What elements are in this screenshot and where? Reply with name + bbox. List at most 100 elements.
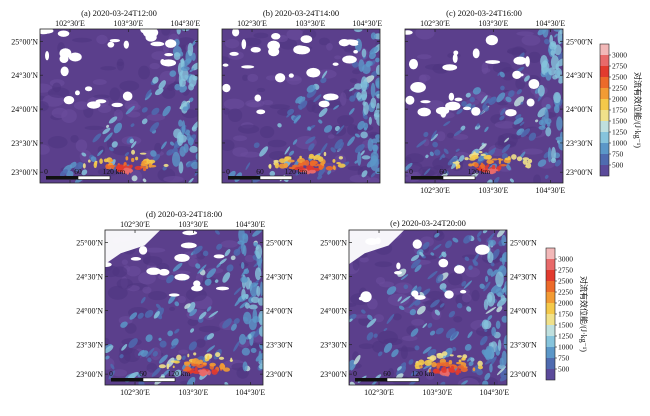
lon-tick-top-label: 103°30′E	[114, 19, 144, 28]
colorbar-swatch	[546, 259, 555, 270]
lon-tick-bottom-label: 104°30′E	[479, 388, 509, 397]
colorbar-swatch	[546, 248, 555, 259]
colorbar-top: 3000 2750 2500 2250 2000 1750 1500 1250 1000 750 5…	[599, 43, 643, 177]
colorbar-swatch	[600, 132, 609, 143]
colorbar-tick-label: 750	[612, 150, 624, 159]
lat-tick-left-label: 25°00′N	[76, 238, 103, 247]
lat-tick-right-label: 25°00′N	[266, 238, 293, 247]
colorbar-bottom: 3000 2750 2500 2250 2000 1750 1500 1250 1000 750 5…	[545, 247, 589, 381]
lat-tick-left-label: 24°30′N	[76, 273, 103, 282]
colorbar-swatch	[546, 358, 555, 369]
lon-tick-bottom-label: 103°30′E	[479, 186, 509, 195]
colorbar-tick-label: 1250	[558, 332, 573, 341]
colorbar-swatch	[546, 281, 555, 292]
scale-bar: 0 60 120 km	[109, 369, 191, 382]
colorbar-tick-label: 3000	[558, 255, 573, 264]
panel-title: (e) 2020-03-24T20:00	[390, 218, 466, 228]
lat-tick-left-label: 23°30′N	[320, 341, 347, 350]
colorbar-tick-label: 1000	[612, 139, 627, 148]
cape-field	[405, 29, 563, 183]
lat-tick-left-label: 24°30′N	[11, 71, 38, 80]
lon-tick-bottom-label: 104°30′E	[235, 388, 265, 397]
scale-label-120km: 120 km	[168, 369, 191, 378]
lat-tick-right-label: 24°00′N	[510, 307, 537, 316]
colorbar-tick-label: 2000	[612, 95, 627, 104]
colorbar-tick-label: 2500	[612, 73, 627, 82]
lat-tick-right-label: 25°00′N	[510, 238, 537, 247]
lat-tick-right-label: 24°30′N	[266, 273, 293, 282]
lat-tick-left-label: 24°00′N	[76, 307, 103, 316]
scale-bar: 0 60 120 km	[353, 369, 435, 382]
lat-tick-left-label: 24°30′N	[320, 273, 347, 282]
colorbar-tick-label: 1250	[612, 128, 627, 137]
panel-title: (d) 2020-03-24T18:00	[146, 209, 222, 219]
scale-label-60: 60	[74, 167, 82, 176]
colorbar-swatch	[600, 77, 609, 88]
lat-tick-left-label: 23°00′N	[320, 370, 347, 379]
scale-label-0: 0	[409, 167, 413, 176]
map-frame	[348, 229, 508, 386]
colorbar-tick-label: 2250	[612, 84, 627, 93]
lat-tick-right-label: 23°30′N	[266, 341, 293, 350]
scale-label-0: 0	[226, 167, 230, 176]
map-frame	[39, 28, 199, 184]
lat-tick-left-label: 23°30′N	[76, 341, 103, 350]
lat-tick-left-label: 23°30′N	[11, 139, 38, 148]
lon-tick-top-label: 104°30′E	[352, 19, 382, 28]
lat-tick-right-label: 24°00′N	[566, 105, 593, 114]
colorbar-swatch	[546, 336, 555, 347]
map-panel-e: (e) 2020-03-24T20:00 102°30′E 103°30′E 104°…	[320, 218, 537, 397]
lon-tick-bottom-label: 103°30′E	[179, 388, 209, 397]
colorbar-tick-label: 1500	[612, 117, 627, 126]
colorbar-swatch	[600, 143, 609, 154]
colorbar-swatch	[546, 325, 555, 336]
colorbar-swatch	[600, 121, 609, 132]
map-frame	[404, 28, 564, 184]
colorbar-tick-label: 750	[558, 354, 570, 363]
cape-field	[349, 230, 507, 385]
scale-label-120km: 120 km	[468, 167, 491, 176]
colorbar-swatch	[600, 165, 609, 176]
lat-tick-right-label: 23°00′N	[566, 168, 593, 177]
colorbar-tick-label: 1000	[558, 343, 573, 352]
colorbar-swatch	[600, 55, 609, 66]
scale-bar: 0 60 120 km	[44, 167, 126, 180]
map-panels: (a) 2020-03-24T12:00 102°30′E 103°30′E 104°…	[11, 8, 593, 397]
colorbar-swatch	[546, 292, 555, 303]
lon-tick-bottom-label: 104°30′E	[535, 186, 565, 195]
lon-tick-top-label: 102°30′E	[420, 19, 450, 28]
lat-tick-right-label: 23°30′N	[566, 139, 593, 148]
lon-tick-top-label: 103°30′E	[296, 19, 326, 28]
colorbar-swatch	[600, 154, 609, 165]
scale-label-60: 60	[383, 369, 391, 378]
lat-tick-right-label: 25°00′N	[566, 37, 593, 46]
lat-tick-left-label: 24°00′N	[320, 307, 347, 316]
lon-tick-top-label: 102°30′E	[237, 19, 267, 28]
lon-tick-top-label: 103°30′E	[479, 19, 509, 28]
scale-bar: 0 60 120 km	[409, 167, 491, 180]
panel-title: (b) 2020-03-24T14:00	[263, 8, 339, 18]
lon-tick-bottom-label: 102°30′E	[420, 186, 450, 195]
colorbar-swatch	[600, 110, 609, 121]
lon-tick-top-label: 104°30′E	[535, 19, 565, 28]
colorbar-swatch	[600, 99, 609, 110]
colorbar-swatch	[546, 314, 555, 325]
colorbar-tick-label: 3000	[612, 51, 627, 60]
lon-tick-bottom-label: 102°30′E	[364, 388, 394, 397]
colorbar-swatch	[546, 303, 555, 314]
colorbar-tick-label: 1500	[558, 321, 573, 330]
colorbar-swatch	[600, 88, 609, 99]
colorbar-tick-label: 2000	[558, 299, 573, 308]
colorbar-swatch	[546, 347, 555, 358]
colorbar-tick-label: 500	[558, 365, 570, 374]
panel-title: (a) 2020-03-24T12:00	[81, 8, 157, 18]
colorbar-tick-label: 1750	[558, 310, 573, 319]
colorbar-swatch	[600, 66, 609, 77]
colorbar-tick-label: 2250	[558, 288, 573, 297]
colorbar-label: 对流有效位能/(J·kg⁻¹)	[579, 276, 589, 352]
lat-tick-right-label: 24°00′N	[266, 307, 293, 316]
colorbar-tick-label: 2750	[612, 62, 627, 71]
lat-tick-right-label: 23°00′N	[266, 370, 293, 379]
